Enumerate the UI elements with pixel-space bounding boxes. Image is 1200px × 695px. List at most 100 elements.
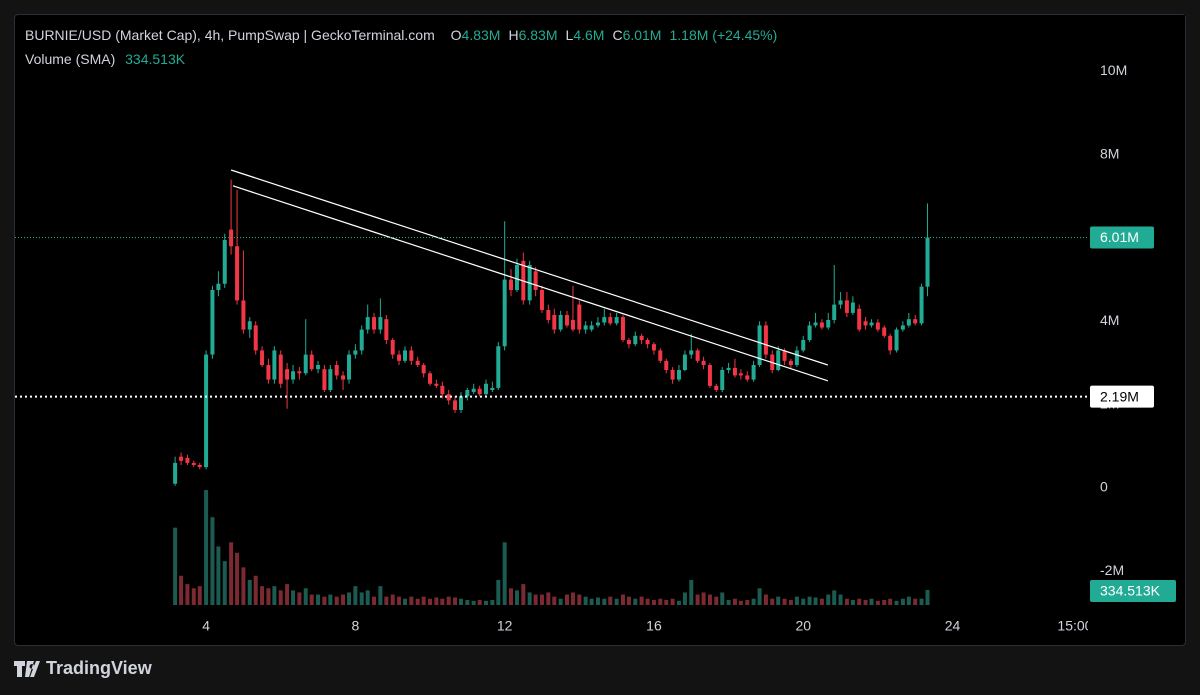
candle-body xyxy=(210,290,215,355)
volume-bar xyxy=(341,594,346,605)
candle-body xyxy=(179,456,184,461)
candle-body xyxy=(514,265,519,290)
candle-body xyxy=(850,302,855,313)
volume-bar xyxy=(353,586,358,605)
volume-bar xyxy=(745,599,750,605)
volume-bar xyxy=(216,546,221,605)
candle-body xyxy=(570,320,575,330)
volume-sma-label-bg xyxy=(1090,580,1176,603)
candle-body xyxy=(502,279,507,347)
volume-bar xyxy=(546,592,551,605)
x-tick-label: 24 xyxy=(945,618,961,634)
ohlc-value: 4.6M xyxy=(573,27,605,43)
plot-area xyxy=(15,169,1088,605)
volume-bar xyxy=(608,596,613,605)
volume-bar xyxy=(894,600,899,605)
logo-icon xyxy=(14,660,40,677)
candle-body xyxy=(322,369,327,390)
volume-bar xyxy=(577,594,582,605)
volume-bar xyxy=(173,527,178,605)
volume-bar xyxy=(826,594,831,605)
candle-body xyxy=(801,340,806,351)
candle-body xyxy=(453,400,458,410)
volume-bar xyxy=(738,600,743,605)
candle-body xyxy=(826,320,831,328)
volume-bar xyxy=(490,599,495,605)
candle-body xyxy=(707,365,712,386)
volume-bar xyxy=(614,598,619,605)
volume-sma-value: 334.513K xyxy=(125,51,186,67)
volume-bar xyxy=(477,599,482,605)
candle-body xyxy=(626,340,631,345)
y-tick-label: 4M xyxy=(1100,312,1119,328)
candle-body xyxy=(620,317,625,340)
candle-body xyxy=(316,365,321,370)
x-tick-label: 20 xyxy=(795,618,811,634)
volume-bar xyxy=(695,594,700,605)
volume-bar xyxy=(514,590,519,605)
candle-body xyxy=(589,325,594,330)
volume-bar xyxy=(701,592,706,605)
volume-bar xyxy=(421,596,426,605)
volume-sma-label: 334.513K xyxy=(1100,583,1161,599)
volume-bar xyxy=(197,586,202,605)
volume-bar xyxy=(776,596,781,605)
volume-bar xyxy=(185,584,190,605)
candle-body xyxy=(353,350,358,355)
volume-bar xyxy=(882,599,887,605)
volume-bar xyxy=(813,597,818,605)
volume-bar xyxy=(521,584,526,605)
candle-body xyxy=(421,365,426,374)
candle-body xyxy=(309,354,314,370)
volume-bar xyxy=(620,594,625,605)
volume-bar xyxy=(496,579,501,605)
volume-bar xyxy=(440,598,445,605)
axis-corner xyxy=(1088,612,1184,644)
brand-name: TradingView xyxy=(46,658,152,678)
candle-body xyxy=(682,354,687,370)
volume-bar xyxy=(807,596,812,605)
candle-body xyxy=(726,367,731,370)
candle-body xyxy=(832,304,837,320)
volume-bar xyxy=(782,598,787,605)
volume-bar xyxy=(788,599,793,605)
volume-bar xyxy=(533,594,538,605)
candle-body xyxy=(359,329,364,351)
candle-body xyxy=(689,350,694,355)
candle-body xyxy=(204,354,209,468)
chart-title: BURNIE/USD (Market Cap), 4h, PumpSwap | … xyxy=(25,27,435,43)
candle-body xyxy=(925,237,930,287)
volume-bar xyxy=(720,592,725,605)
volume-bar xyxy=(316,594,321,605)
volume-bar xyxy=(670,598,675,605)
volume-bar xyxy=(850,599,855,605)
candle-body xyxy=(552,315,557,330)
candle-body xyxy=(788,360,793,365)
candle-body xyxy=(496,346,501,388)
volume-bar xyxy=(378,586,383,605)
volume-bar xyxy=(732,598,737,605)
candle-body xyxy=(900,325,905,330)
volume-bar xyxy=(390,594,395,605)
volume-bar xyxy=(844,598,849,605)
volume-bar xyxy=(210,517,215,605)
ohlc-key: H xyxy=(508,27,519,43)
candle-body xyxy=(695,350,700,361)
ohlc-value: 6.83M xyxy=(518,27,558,43)
candle-body xyxy=(583,325,588,330)
trendline xyxy=(230,169,829,366)
volume-bar xyxy=(819,598,824,605)
candle-body xyxy=(738,373,743,376)
candle-body xyxy=(222,240,227,284)
axes: 10M8M4M2M0-2M481216202415:006.01M2.19M33… xyxy=(202,15,1185,644)
candle-body xyxy=(533,271,538,290)
candle-body xyxy=(278,354,283,384)
volume-bar xyxy=(428,598,433,605)
candle-body xyxy=(341,375,346,380)
candle-body xyxy=(906,319,911,326)
candle-body xyxy=(813,322,818,326)
candle-body xyxy=(334,365,339,376)
x-tick-label: 12 xyxy=(497,618,513,634)
volume-bar xyxy=(857,598,862,605)
legend-ohlc: BURNIE/USD (Market Cap), 4h, PumpSwap | … xyxy=(25,27,777,43)
